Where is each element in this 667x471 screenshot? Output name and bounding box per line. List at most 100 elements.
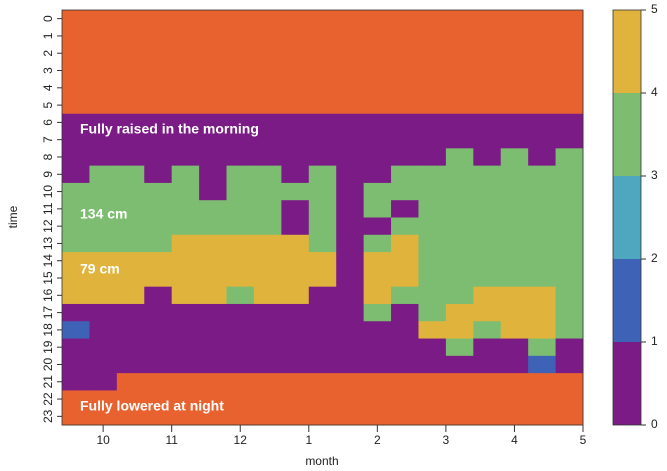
- heat-cell: [363, 200, 392, 218]
- y-tick-label: 19: [41, 340, 55, 354]
- heat-cell: [363, 61, 392, 80]
- heat-cell: [555, 79, 584, 97]
- heat-cell: [528, 96, 557, 115]
- heat-cell: [281, 303, 310, 322]
- heat-cell: [226, 338, 255, 357]
- heat-cell: [199, 148, 228, 167]
- heat-cell: [500, 286, 529, 305]
- heat-cell: [116, 217, 145, 236]
- heat-cell: [418, 217, 447, 236]
- heat-cell: [418, 390, 447, 409]
- heat-cell: [226, 373, 255, 391]
- heat-cell: [226, 407, 255, 426]
- heat-cell: [89, 355, 118, 374]
- heat-cell: [528, 286, 557, 305]
- heat-cell: [62, 182, 90, 201]
- heat-cell: [144, 269, 173, 288]
- heat-cell: [253, 61, 282, 80]
- heat-cell: [391, 321, 419, 340]
- heat-cell: [445, 148, 474, 167]
- heat-cell: [363, 113, 392, 132]
- heat-cell: [226, 390, 255, 409]
- x-tick-label: 4: [511, 433, 518, 447]
- heat-cell: [171, 338, 200, 357]
- heat-cell: [336, 200, 365, 218]
- heat-cell: [226, 355, 255, 374]
- heat-cell: [336, 10, 365, 28]
- heat-cell: [555, 44, 584, 63]
- annotation: Fully lowered at night: [80, 398, 224, 414]
- heat-cell: [500, 390, 529, 409]
- heat-cell: [473, 10, 502, 28]
- colorbar-swatch: [613, 176, 641, 259]
- heat-cell: [144, 113, 173, 132]
- heat-cell: [555, 165, 584, 184]
- y-tick-label: 18: [41, 323, 55, 337]
- heat-cell: [391, 96, 419, 115]
- heat-cell: [281, 373, 310, 391]
- heat-cell: [171, 61, 200, 80]
- heat-cell: [199, 338, 228, 357]
- heat-cell: [391, 200, 419, 218]
- heat-cell: [116, 373, 145, 391]
- heat-cell: [116, 390, 145, 409]
- heat-cell: [281, 200, 310, 218]
- heat-cell: [473, 217, 502, 236]
- heat-cell: [308, 200, 337, 218]
- heat-cell: [89, 96, 118, 115]
- heat-cell: [89, 113, 118, 132]
- heat-cell: [391, 131, 419, 149]
- y-tick-label: 17: [41, 306, 55, 320]
- heat-cell: [144, 217, 173, 236]
- heat-cell: [281, 148, 310, 167]
- heat-cell: [418, 321, 447, 340]
- heat-cell: [281, 407, 310, 426]
- heat-cell: [528, 355, 557, 374]
- heat-cell: [418, 373, 447, 391]
- y-tick-label: 9: [41, 171, 55, 178]
- heat-cell: [336, 79, 365, 97]
- x-tick-label: 12: [234, 433, 248, 447]
- heat-cell: [308, 252, 337, 270]
- heat-cell: [253, 27, 282, 46]
- heat-cell: [555, 390, 584, 409]
- heat-cell: [171, 286, 200, 305]
- heat-cell: [555, 373, 584, 391]
- heat-cell: [281, 234, 310, 253]
- heat-cell: [199, 269, 228, 288]
- heat-cell: [363, 96, 392, 115]
- heat-cell: [171, 321, 200, 340]
- y-tick-label: 15: [41, 271, 55, 285]
- annotation: 79 cm: [80, 261, 120, 277]
- heat-cell: [336, 321, 365, 340]
- heat-cell: [418, 10, 447, 28]
- heat-cell: [89, 79, 118, 97]
- heat-cell: [391, 286, 419, 305]
- heat-cell: [253, 96, 282, 115]
- heat-cell: [144, 148, 173, 167]
- heat-cell: [308, 338, 337, 357]
- heat-cell: [89, 234, 118, 253]
- heat-cell: [89, 303, 118, 322]
- heat-cell: [199, 252, 228, 270]
- heat-cell: [308, 234, 337, 253]
- heat-cell: [445, 234, 474, 253]
- heat-cell: [445, 182, 474, 201]
- heat-cell: [391, 390, 419, 409]
- heat-cell: [528, 234, 557, 253]
- heat-cell: [308, 79, 337, 97]
- heat-cell: [473, 390, 502, 409]
- heat-cell: [473, 269, 502, 288]
- heat-cell: [308, 131, 337, 149]
- heat-cell: [62, 27, 90, 46]
- heat-cell: [500, 217, 529, 236]
- heat-cell: [555, 200, 584, 218]
- heat-cell: [500, 113, 529, 132]
- heat-cell: [336, 148, 365, 167]
- heat-cell: [500, 303, 529, 322]
- heat-cell: [391, 61, 419, 80]
- colorbar-frame: [612, 9, 642, 426]
- heat-cell: [555, 148, 584, 167]
- heat-cell: [281, 44, 310, 63]
- heat-cell: [473, 27, 502, 46]
